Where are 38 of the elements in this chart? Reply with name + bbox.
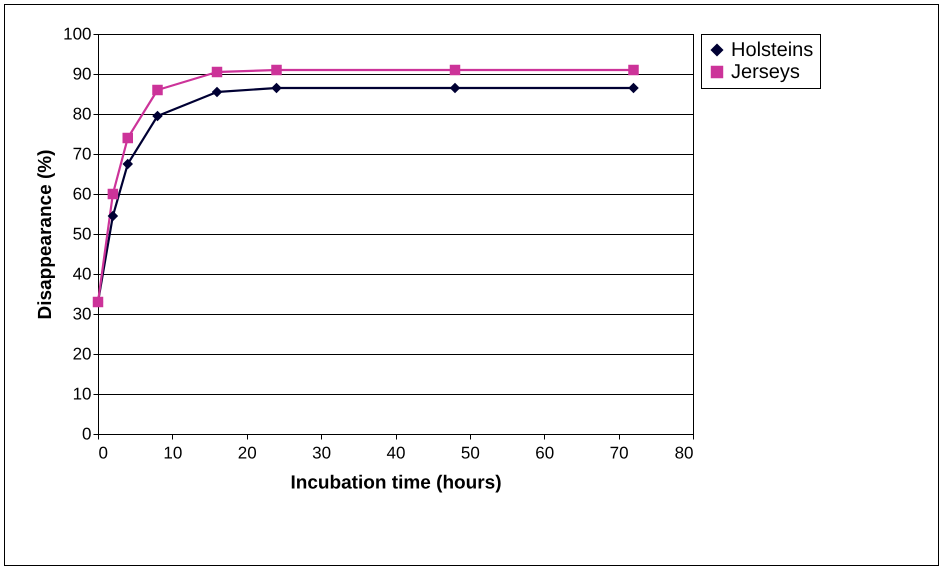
x-tick-label: 80 [674,444,694,462]
x-tick-label: 40 [386,444,406,462]
y-tick-label: 70 [72,144,92,164]
point [108,210,118,222]
y-tick-label: 90 [72,64,92,84]
x-tick-label: 20 [238,444,257,462]
point [450,82,460,94]
y-tick-label: 40 [72,264,92,284]
y-tick-label: 50 [72,224,92,244]
point [628,64,639,76]
point [271,82,282,94]
x-tick-label: 10 [163,444,182,462]
legend-label: Holsteins [731,39,814,61]
x-tick-label: 50 [460,444,480,462]
point [212,86,222,98]
y-tick-label: 100 [63,24,92,44]
y-tick-label: 20 [72,344,92,364]
x-tick-label: 70 [610,444,629,462]
x-axis-title: Incubation time (hours) [290,472,502,494]
y-axis-title: Disappearance (%) [35,149,56,320]
point [122,132,133,144]
point [108,188,118,200]
point [450,64,460,76]
y-tick-label: 0 [82,424,92,444]
point [271,64,282,76]
y-tick-label: 80 [72,104,92,124]
y-tick-label: 10 [72,384,92,404]
x-tick-label: 60 [535,444,554,462]
point [152,84,163,96]
x-tick-label: 0 [98,444,108,462]
point [122,158,133,170]
point [152,110,163,122]
y-tick-label: 60 [72,184,92,204]
legend-label: Jerseys [731,61,800,83]
x-tick-label: 30 [312,444,332,462]
point [628,82,639,94]
point [212,66,222,78]
y-tick-label: 30 [72,304,92,324]
